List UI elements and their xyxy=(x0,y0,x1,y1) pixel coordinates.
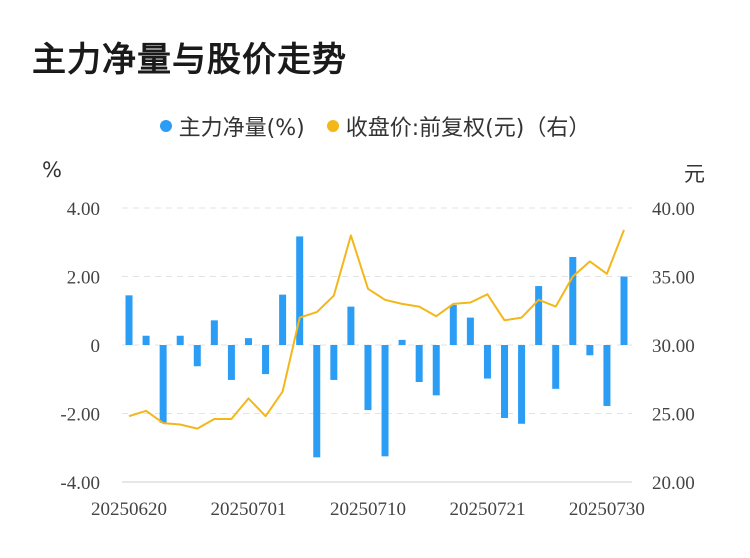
bar xyxy=(518,345,526,424)
right-tick-label: 40.00 xyxy=(652,199,695,220)
right-axis-unit: 元 xyxy=(684,162,705,186)
legend-label-close-price: 收盘价:前复权(元)（右） xyxy=(345,116,591,141)
close-price-line xyxy=(128,229,625,430)
bar xyxy=(125,295,133,345)
x-tick-label: 20250710 xyxy=(330,499,406,520)
bar xyxy=(159,345,167,423)
x-tick-label: 20250730 xyxy=(569,499,645,520)
bar xyxy=(586,345,594,356)
bar xyxy=(210,320,218,345)
right-tick-label: 30.00 xyxy=(652,336,695,357)
bar xyxy=(227,345,235,380)
bar xyxy=(313,345,321,458)
left-tick-label: 0 xyxy=(91,336,101,357)
bar xyxy=(296,236,304,345)
bar xyxy=(620,276,628,345)
x-tick-label: 20250721 xyxy=(449,499,525,520)
bar xyxy=(398,339,406,345)
right-tick-label: 25.00 xyxy=(652,405,695,426)
bar xyxy=(569,256,577,345)
right-tick-label: 35.00 xyxy=(652,268,695,289)
legend: 主力净量(%) 收盘价:前复权(元)（右） xyxy=(0,110,750,142)
left-tick-label: 2.00 xyxy=(67,268,100,289)
legend-item-close-price[interactable]: 收盘价:前复权(元)（右） xyxy=(326,110,591,142)
left-tick-label: -2.00 xyxy=(60,405,100,426)
x-tick-label: 20250701 xyxy=(210,499,286,520)
bar xyxy=(347,306,355,345)
chart-title: 主力净量与股价走势 xyxy=(32,40,347,80)
bar xyxy=(364,345,372,411)
bar xyxy=(483,345,491,379)
bar xyxy=(535,286,543,345)
legend-dot-blue-icon xyxy=(159,120,172,132)
bar xyxy=(279,294,287,345)
bar xyxy=(432,345,440,396)
legend-item-main-net[interactable]: 主力净量(%) xyxy=(159,110,305,142)
bar xyxy=(415,345,423,382)
bar xyxy=(381,345,389,457)
bar xyxy=(552,345,560,389)
left-tick-label: 4.00 xyxy=(67,199,100,220)
bar xyxy=(603,345,611,406)
legend-dot-yellow-icon xyxy=(326,120,339,132)
bar xyxy=(262,345,270,375)
bar xyxy=(244,338,252,345)
bar xyxy=(330,345,338,380)
bar xyxy=(142,335,150,345)
bar xyxy=(193,345,201,367)
right-tick-label: 20.00 xyxy=(652,473,695,494)
bar xyxy=(176,335,184,345)
bar xyxy=(466,317,474,345)
x-tick-label: 20250620 xyxy=(91,499,167,520)
left-tick-label: -4.00 xyxy=(60,473,100,494)
bar xyxy=(449,304,457,345)
legend-label-main-net: 主力净量(%) xyxy=(178,116,305,141)
left-axis-unit: % xyxy=(42,158,62,182)
bar xyxy=(501,345,509,418)
